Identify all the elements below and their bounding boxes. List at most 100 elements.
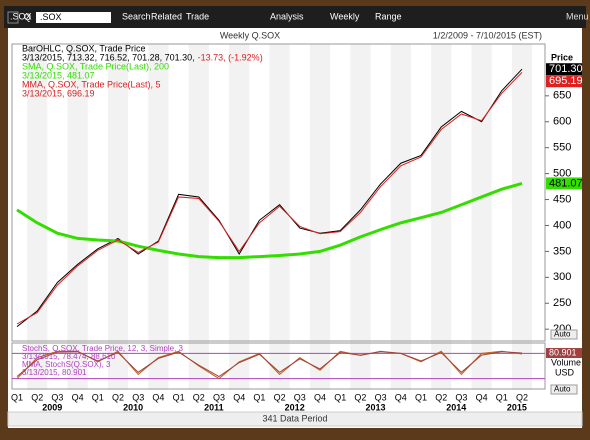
series-line (16, 72, 523, 325)
last-value-label: 695.19 (549, 75, 583, 87)
year-label: 2010 (123, 402, 143, 412)
x-tick-label: Q2 (31, 392, 43, 402)
symbol-input[interactable] (36, 12, 111, 23)
toolbar-button[interactable]: Trade (186, 11, 209, 21)
x-tick-label: Q1 (334, 392, 346, 402)
toolbar (4, 6, 586, 28)
x-tick-label: Q4 (233, 392, 245, 402)
field-prefix[interactable]: Q (24, 12, 31, 22)
x-tick-label: Q4 (476, 392, 488, 402)
quarter-band (471, 44, 492, 390)
y-tick-label: 400 (553, 219, 571, 231)
legend-entry: BarOHLC, Q.SOX, Trade Price (22, 43, 146, 53)
quarter-band (67, 44, 88, 390)
x-tick-label: Q4 (395, 392, 407, 402)
legend-readout: 3/13/2015, 713.32, 716.52, 701.28, 701.3… (22, 52, 195, 62)
x-tick-label: Q2 (112, 392, 124, 402)
x-tick-label: Q1 (415, 392, 427, 402)
y-tick-label: 350 (553, 245, 571, 257)
x-tick-label: Q3 (132, 392, 144, 402)
field-prefix-box[interactable] (7, 11, 19, 24)
x-tick-label: Q1 (92, 392, 104, 402)
series-line (16, 181, 523, 260)
y-tick-label: 450 (553, 193, 571, 205)
y-tick-label: 550 (553, 142, 571, 154)
year-label: 2009 (42, 402, 62, 412)
price-label: Price (551, 52, 573, 62)
quarter-band (309, 44, 331, 390)
price-panel (11, 43, 546, 342)
last-value-box (546, 63, 582, 76)
toolbar-button[interactable]: Analysis (270, 11, 304, 21)
year-label: 2011 (204, 402, 224, 412)
y-tick-label: 250 (553, 297, 571, 309)
x-tick-label: Q1 (11, 392, 23, 402)
menu[interactable]: Menu (566, 11, 589, 21)
auto-button[interactable] (550, 329, 578, 340)
x-tick-label: Q2 (193, 392, 205, 402)
x-tick-label: Q3 (294, 392, 306, 402)
auto-label[interactable]: Auto (554, 385, 571, 394)
y-tick-label: 600 (553, 116, 571, 128)
toolbar-button[interactable]: Related (151, 11, 182, 21)
x-tick-label: Q4 (152, 392, 164, 402)
x-tick-label: Q2 (354, 392, 366, 402)
volume-label: Volume (551, 357, 581, 367)
toolbar-button[interactable]: Search (122, 11, 151, 21)
y-tick-label: 500 (553, 168, 571, 180)
year-label: 2012 (285, 402, 305, 412)
data-period: 341 Data Period (262, 413, 327, 423)
stoch-panel (11, 342, 546, 390)
toolbar-button[interactable]: Range (375, 11, 402, 21)
x-tick-label: Q1 (496, 392, 508, 402)
x-tick-label: Q3 (213, 392, 225, 402)
legend-readout: 3/13/2015, 696.19 (22, 88, 95, 98)
legend-entry: StochS, Q.SOX, Trade Price, 12, 3, Simpl… (22, 344, 184, 353)
symbol-tab[interactable]: .SOX (10, 11, 32, 21)
legend-entry: MMA, StochS(Q.SOX), 3 (22, 360, 111, 369)
auto-label[interactable]: Auto (554, 330, 571, 339)
x-tick-label: Q3 (375, 392, 387, 402)
quarter-band (390, 44, 411, 390)
x-tick-label: Q2 (435, 392, 447, 402)
quarter-band (148, 44, 169, 390)
symbol-input-value[interactable]: .SOX (40, 12, 62, 22)
legend-readout: 3/13/2015, 481.07 (22, 70, 95, 80)
quarter-band (188, 44, 209, 390)
year-label: 2013 (365, 402, 385, 412)
y-tick-label: 650 (553, 90, 571, 102)
series-line (16, 68, 523, 327)
last-value-box (546, 348, 582, 359)
chart-title: Weekly Q.SOX (220, 30, 280, 40)
x-tick-label: Q4 (314, 392, 326, 402)
last-value-label: 481.07 (549, 177, 583, 189)
x-tick-label: Q1 (253, 392, 265, 402)
quarter-band (511, 44, 533, 390)
legend-entry: MMA, Q.SOX, Trade Price(Last), 5 (22, 79, 161, 89)
x-tick-label: Q2 (274, 392, 286, 402)
usd-label: USD (555, 367, 575, 377)
legend-readout: 3/13/2015, 78.474, 88.610 (22, 352, 116, 361)
series-line (16, 351, 523, 378)
quarter-band (431, 44, 452, 390)
quarter-band (350, 44, 371, 390)
last-value-box (546, 177, 582, 190)
quarter-band (229, 44, 250, 390)
year-label: 2015 (507, 402, 527, 412)
quarter-band (107, 44, 129, 390)
last-value-label: 701.30 (549, 63, 583, 75)
toolbar-button[interactable]: Weekly (330, 11, 360, 21)
x-tick-label: Q3 (51, 392, 63, 402)
last-value-box (546, 75, 582, 88)
year-label: 2014 (446, 402, 466, 412)
auto-button[interactable] (550, 384, 578, 395)
last-value-label: 80.901 (549, 347, 577, 357)
y-tick-label: 300 (553, 271, 571, 283)
legend-change: -13.73, (-1.92%) (198, 52, 263, 62)
x-tick-label: Q1 (173, 392, 185, 402)
footer-bar (7, 411, 583, 427)
x-tick-label: Q2 (516, 392, 528, 402)
quarter-band (269, 44, 290, 390)
legend-entry: SMA, Q.SOX, Trade Price(Last), 200 (22, 61, 169, 71)
